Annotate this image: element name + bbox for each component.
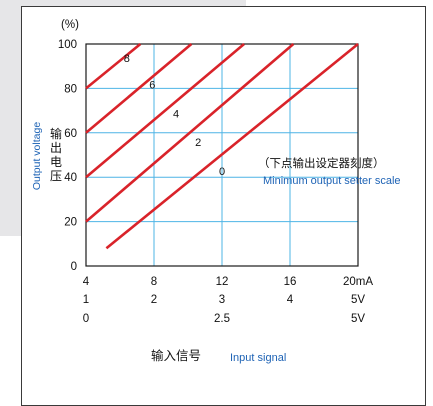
series-label-0: 0 — [219, 166, 225, 178]
y-tick-label: 80 — [64, 83, 77, 95]
x-tick-label: 0 — [83, 313, 89, 325]
x-tick-label: 4 — [287, 294, 294, 306]
y-tick-label: 40 — [64, 172, 77, 184]
series-lines — [85, 42, 359, 250]
y-tick-label: 20 — [64, 217, 77, 229]
x-tick-label: 2.5 — [214, 313, 230, 325]
x-axis-label-en: Input signal — [230, 352, 286, 364]
x-tick-label: 3 — [219, 294, 225, 306]
y-tick-label: 100 — [58, 39, 77, 51]
y-axis-label-en: Output voltage — [31, 122, 43, 190]
x-tick-label: 16 — [284, 276, 297, 288]
y-tick-label: 0 — [71, 261, 77, 273]
series-line-0 — [105, 42, 359, 250]
series-line-8 — [85, 42, 142, 90]
series-line-4 — [85, 43, 245, 179]
y-unit-label: (%) — [61, 19, 79, 31]
x-tick-label: 2 — [151, 294, 157, 306]
y-axis-label-cn-char: 出 — [50, 141, 62, 155]
x-tick-label: 4 — [83, 276, 90, 288]
grid — [86, 44, 358, 266]
plot-border — [85, 43, 359, 267]
series-label-2: 2 — [195, 137, 201, 149]
x-tick-label: 5V — [351, 313, 365, 325]
annotation-en: Minimum output setter scale — [263, 175, 401, 187]
y-axis-label-cn-char: 输 — [50, 126, 62, 141]
y-axis-label-cn-char: 电 — [50, 155, 62, 169]
series-label-4: 4 — [173, 108, 179, 120]
x-tick-label: 8 — [151, 276, 157, 288]
x-tick-label: 1 — [83, 294, 89, 306]
series-label-8: 8 — [124, 53, 130, 65]
series-line-6 — [85, 43, 193, 134]
series-labels: 8 6 4 2 0 — [124, 53, 225, 178]
x-axis-label-cn: 输入信号 — [151, 348, 201, 363]
x-tick-label: 12 — [216, 276, 229, 288]
y-tick-label: 60 — [64, 128, 77, 140]
series-line-2 — [85, 43, 295, 223]
annotation-cn: （下点输出设定器刻度） — [258, 156, 385, 170]
x-tick-label: 20mA — [343, 276, 373, 288]
y-tick-labels: 0 20 40 60 80 100 — [58, 39, 77, 273]
series-label-6: 6 — [149, 79, 155, 91]
x-tick-label: 5V — [351, 294, 365, 306]
y-axis-label-cn-char: 压 — [50, 169, 62, 183]
